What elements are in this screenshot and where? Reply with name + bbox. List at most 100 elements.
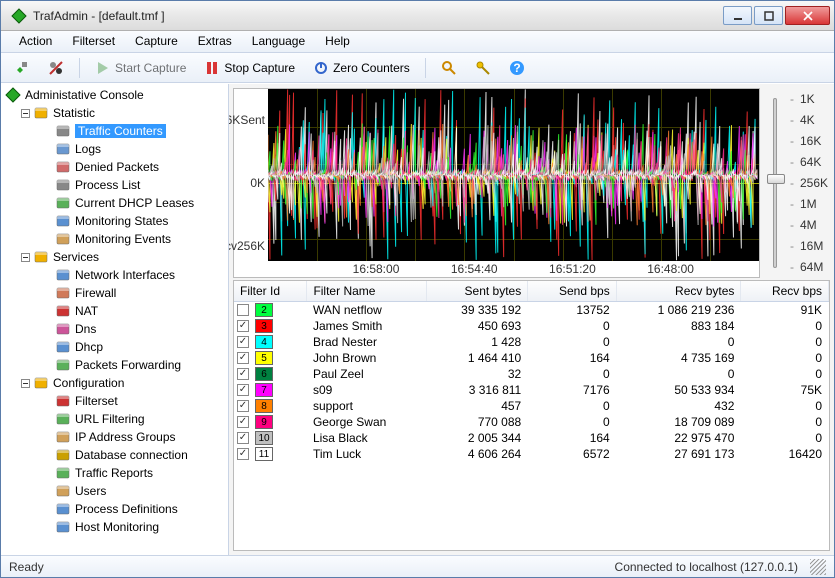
row-checkbox[interactable] xyxy=(237,320,249,332)
counters-table[interactable]: Filter IdFilter NameSent bytesSend bpsRe… xyxy=(233,280,830,551)
search-button[interactable] xyxy=(434,56,464,80)
row-checkbox[interactable] xyxy=(237,336,249,348)
ipg-icon xyxy=(55,429,71,445)
tree-host-monitoring[interactable]: Host Monitoring xyxy=(1,518,228,536)
hostmon-icon xyxy=(55,519,71,535)
col-recv-bps[interactable]: Recv bps xyxy=(741,281,829,302)
color-swatch: 5 xyxy=(255,351,273,365)
unplug-icon xyxy=(48,60,64,76)
row-checkbox[interactable] xyxy=(237,368,249,380)
start-capture-button[interactable]: Start Capture xyxy=(88,56,193,80)
tree-network-interfaces[interactable]: Network Interfaces xyxy=(1,266,228,284)
col-recv-bytes[interactable]: Recv bytes xyxy=(616,281,741,302)
tree-filterset[interactable]: Filterset xyxy=(1,392,228,410)
row-checkbox[interactable] xyxy=(237,304,249,316)
tree-services[interactable]: Services xyxy=(1,248,228,266)
help-button[interactable]: ? xyxy=(502,56,532,80)
tree-packets-forwarding[interactable]: Packets Forwarding xyxy=(1,356,228,374)
procdef-icon xyxy=(55,501,71,517)
tree-traffic-counters[interactable]: Traffic Counters xyxy=(1,122,228,140)
tree-process-definitions[interactable]: Process Definitions xyxy=(1,500,228,518)
table-row[interactable]: 7s093 316 811717650 533 93475K xyxy=(234,382,829,398)
color-swatch: 7 xyxy=(255,383,273,397)
tree-monitoring-states[interactable]: Monitoring States xyxy=(1,212,228,230)
chart-y-axis: 256KSent 0K Recv256K xyxy=(234,89,268,277)
table-row[interactable]: 11Tim Luck4 606 264657227 691 17316420 xyxy=(234,446,829,462)
table-row[interactable]: 6Paul Zeel32000 xyxy=(234,366,829,382)
zero-counters-button[interactable]: Zero Counters xyxy=(306,56,417,80)
close-button[interactable] xyxy=(785,6,830,25)
col-sent-bytes[interactable]: Sent bytes xyxy=(426,281,527,302)
col-filter-name[interactable]: Filter Name xyxy=(307,281,426,302)
color-swatch: 6 xyxy=(255,367,273,381)
dhcplease-icon xyxy=(55,195,71,211)
tree-users[interactable]: Users xyxy=(1,482,228,500)
color-swatch: 10 xyxy=(255,431,273,445)
tree-dhcp[interactable]: Dhcp xyxy=(1,338,228,356)
svg-text:?: ? xyxy=(513,61,520,75)
row-checkbox[interactable] xyxy=(237,384,249,396)
menu-capture[interactable]: Capture xyxy=(125,31,188,52)
table-row[interactable]: 9George Swan770 088018 709 0890 xyxy=(234,414,829,430)
tree-ip-address-groups[interactable]: IP Address Groups xyxy=(1,428,228,446)
resize-grip[interactable] xyxy=(810,559,826,575)
table-row[interactable]: 2WAN netflow39 335 192137521 086 219 236… xyxy=(234,302,829,319)
table-row[interactable]: 8support45704320 xyxy=(234,398,829,414)
monevt-icon xyxy=(55,231,71,247)
config-icon xyxy=(33,375,49,391)
tree-process-list[interactable]: Process List xyxy=(1,176,228,194)
menu-action[interactable]: Action xyxy=(9,31,62,52)
tree-database-connection[interactable]: Database connection xyxy=(1,446,228,464)
key-button[interactable] xyxy=(468,56,498,80)
table-row[interactable]: 4Brad Nester1 428000 xyxy=(234,334,829,350)
status-left: Ready xyxy=(9,560,44,574)
table-row[interactable]: 5John Brown1 464 4101644 735 1690 xyxy=(234,350,829,366)
chart-scale: 1K4K16K64K256K1M4M16M64M xyxy=(790,88,830,278)
start-capture-label: Start Capture xyxy=(115,61,186,75)
nat-icon xyxy=(55,303,71,319)
nav-tree[interactable]: Administative ConsoleStatisticTraffic Co… xyxy=(1,84,229,555)
services-icon xyxy=(33,249,49,265)
connect-button[interactable] xyxy=(7,56,37,80)
tree-root[interactable]: Administative Console xyxy=(1,86,228,104)
row-checkbox[interactable] xyxy=(237,448,249,460)
search-icon xyxy=(441,60,457,76)
row-checkbox[interactable] xyxy=(237,352,249,364)
menu-filterset[interactable]: Filterset xyxy=(62,31,125,52)
tree-nat[interactable]: NAT xyxy=(1,302,228,320)
color-swatch: 8 xyxy=(255,399,273,413)
col-filter-id[interactable]: Filter Id xyxy=(234,281,307,302)
minimize-button[interactable] xyxy=(723,6,752,25)
stop-capture-label: Stop Capture xyxy=(224,61,295,75)
table-row[interactable]: 3James Smith450 6930883 1840 xyxy=(234,318,829,334)
menu-help[interactable]: Help xyxy=(315,31,360,52)
row-checkbox[interactable] xyxy=(237,432,249,444)
tree-statistic[interactable]: Statistic xyxy=(1,104,228,122)
slider-thumb[interactable] xyxy=(767,174,785,184)
tree-logs[interactable]: Logs xyxy=(1,140,228,158)
color-swatch: 9 xyxy=(255,415,273,429)
reports-icon xyxy=(55,465,71,481)
counters-icon xyxy=(55,123,71,139)
row-checkbox[interactable] xyxy=(237,416,249,428)
menu-extras[interactable]: Extras xyxy=(188,31,242,52)
tree-monitoring-events[interactable]: Monitoring Events xyxy=(1,230,228,248)
tree-url-filtering[interactable]: URL Filtering xyxy=(1,410,228,428)
url-icon xyxy=(55,411,71,427)
color-swatch: 3 xyxy=(255,319,273,333)
row-checkbox[interactable] xyxy=(237,400,249,412)
menu-language[interactable]: Language xyxy=(242,31,315,52)
tree-dns[interactable]: Dns xyxy=(1,320,228,338)
disconnect-button[interactable] xyxy=(41,56,71,80)
color-swatch: 11 xyxy=(255,447,273,461)
tree-current-dhcp-leases[interactable]: Current DHCP Leases xyxy=(1,194,228,212)
tree-denied-packets[interactable]: Denied Packets xyxy=(1,158,228,176)
col-send-bps[interactable]: Send bps xyxy=(528,281,617,302)
tree-traffic-reports[interactable]: Traffic Reports xyxy=(1,464,228,482)
table-row[interactable]: 10Lisa Black2 005 34416422 975 4700 xyxy=(234,430,829,446)
chart-slider[interactable] xyxy=(762,88,788,278)
tree-configuration[interactable]: Configuration xyxy=(1,374,228,392)
tree-firewall[interactable]: Firewall xyxy=(1,284,228,302)
maximize-button[interactable] xyxy=(754,6,783,25)
stop-capture-button[interactable]: Stop Capture xyxy=(197,56,302,80)
